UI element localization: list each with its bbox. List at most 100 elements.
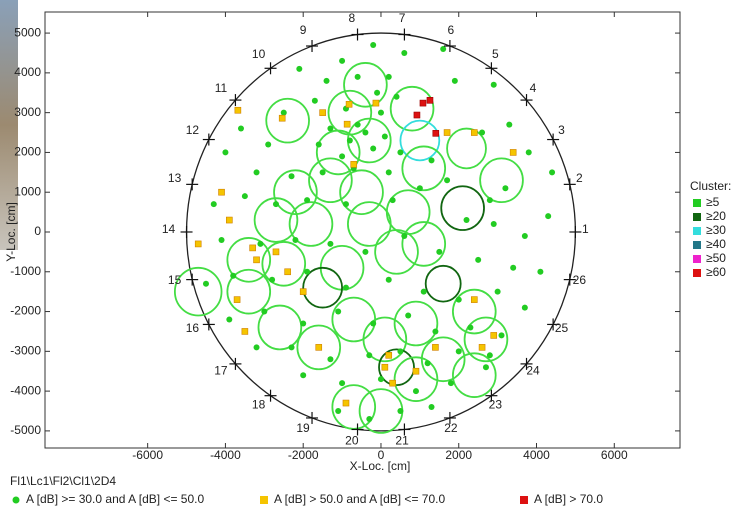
sensor-label: 4 <box>530 81 537 95</box>
legend-label: ≥40 <box>706 237 726 251</box>
y-tick-label: 3000 <box>14 105 41 119</box>
sensor-label: 6 <box>448 23 455 37</box>
data-point <box>335 408 342 415</box>
sensor-label: 10 <box>252 47 266 61</box>
x-tick-label: 2000 <box>445 448 472 462</box>
cluster-circle <box>347 201 392 247</box>
data-point <box>455 348 462 355</box>
cluster-circle <box>302 266 343 309</box>
data-point <box>346 137 353 144</box>
data-point <box>339 153 346 160</box>
data-point <box>304 268 311 275</box>
data-point <box>447 380 454 387</box>
sensor-label: 12 <box>186 123 200 137</box>
legend-swatch <box>693 269 701 277</box>
x-axis-label: X-Loc. [cm] <box>350 459 411 473</box>
sensor-label: 23 <box>489 397 503 411</box>
sensor-label: 11 <box>215 81 228 95</box>
y-axis-label: Y-Loc. [cm] <box>4 202 18 262</box>
cluster-circle <box>343 62 388 108</box>
sensor-label: 20 <box>345 434 359 448</box>
data-point <box>428 404 435 411</box>
y-tick-label: -2000 <box>10 304 41 318</box>
data-point <box>366 352 373 359</box>
data-point <box>372 99 380 107</box>
x-tick-label: -4000 <box>210 448 241 462</box>
data-point <box>470 296 478 303</box>
data-point <box>261 308 268 315</box>
sensor-label: 22 <box>444 421 458 435</box>
data-point <box>385 73 392 80</box>
sensor-label: 21 <box>395 434 409 448</box>
cluster-circle <box>463 316 509 363</box>
cluster-circle <box>296 324 342 371</box>
data-point <box>397 408 404 415</box>
sensor-label: 5 <box>492 47 499 61</box>
y-tick-label: 0 <box>34 224 41 238</box>
cluster-circle <box>399 119 441 162</box>
y-tick-label: 4000 <box>14 65 41 79</box>
data-point <box>381 363 389 371</box>
data-point <box>393 93 400 100</box>
data-point <box>304 197 311 204</box>
data-point <box>339 380 346 387</box>
data-point <box>416 185 423 192</box>
data-point <box>241 328 249 335</box>
sensor-label: 8 <box>348 11 355 25</box>
sensor-label: 9 <box>300 23 307 37</box>
legend-swatch <box>260 496 268 504</box>
legend-label: ≥50 <box>706 251 726 265</box>
cluster-circle <box>424 264 462 303</box>
data-point <box>475 256 482 263</box>
data-point <box>521 232 528 239</box>
data-point <box>319 109 326 116</box>
cluster-circle <box>440 185 485 231</box>
data-point <box>502 185 509 192</box>
data-point <box>370 145 377 152</box>
sensor-label: 16 <box>186 321 200 335</box>
data-point <box>342 399 350 407</box>
cluster-circle <box>261 241 307 287</box>
data-point <box>490 332 498 339</box>
data-point <box>467 324 474 331</box>
data-point <box>350 161 358 168</box>
data-point <box>233 296 241 303</box>
data-point <box>385 169 392 176</box>
data-point <box>210 201 217 208</box>
cluster-circle <box>452 288 497 335</box>
data-point <box>370 42 377 49</box>
data-point <box>419 99 427 107</box>
data-point <box>432 328 439 335</box>
data-point <box>319 169 326 176</box>
cluster-circle <box>257 304 303 351</box>
data-point <box>432 344 439 351</box>
sensor-label: 18 <box>252 397 266 411</box>
data-point <box>385 352 393 359</box>
data-point <box>428 157 435 164</box>
legend-label: A [dB] >= 30.0 and A [dB] <= 50.0 <box>26 492 204 506</box>
sensor-label: 1 <box>582 222 589 236</box>
data-point <box>389 197 396 204</box>
y-tick-label: 2000 <box>14 145 41 159</box>
sensor-label: 24 <box>526 363 540 377</box>
cluster-circle <box>452 352 497 398</box>
data-point <box>299 288 307 295</box>
data-point <box>311 97 318 104</box>
sensor-label: 25 <box>555 321 569 335</box>
x-tick-label: -6000 <box>132 448 163 462</box>
data-point <box>486 197 493 204</box>
legend-swatch <box>693 255 701 263</box>
data-point <box>327 125 334 132</box>
sensor-label: 3 <box>558 123 565 137</box>
data-point <box>549 169 556 176</box>
data-point <box>288 344 295 351</box>
data-point <box>249 244 256 252</box>
data-point <box>377 109 384 116</box>
cluster-legend-title: Cluster: <box>690 179 731 193</box>
legend-swatch <box>12 496 20 504</box>
data-point <box>509 149 517 156</box>
data-point <box>323 77 330 84</box>
data-point <box>443 129 451 136</box>
data-point <box>405 312 412 319</box>
data-point <box>272 201 279 208</box>
